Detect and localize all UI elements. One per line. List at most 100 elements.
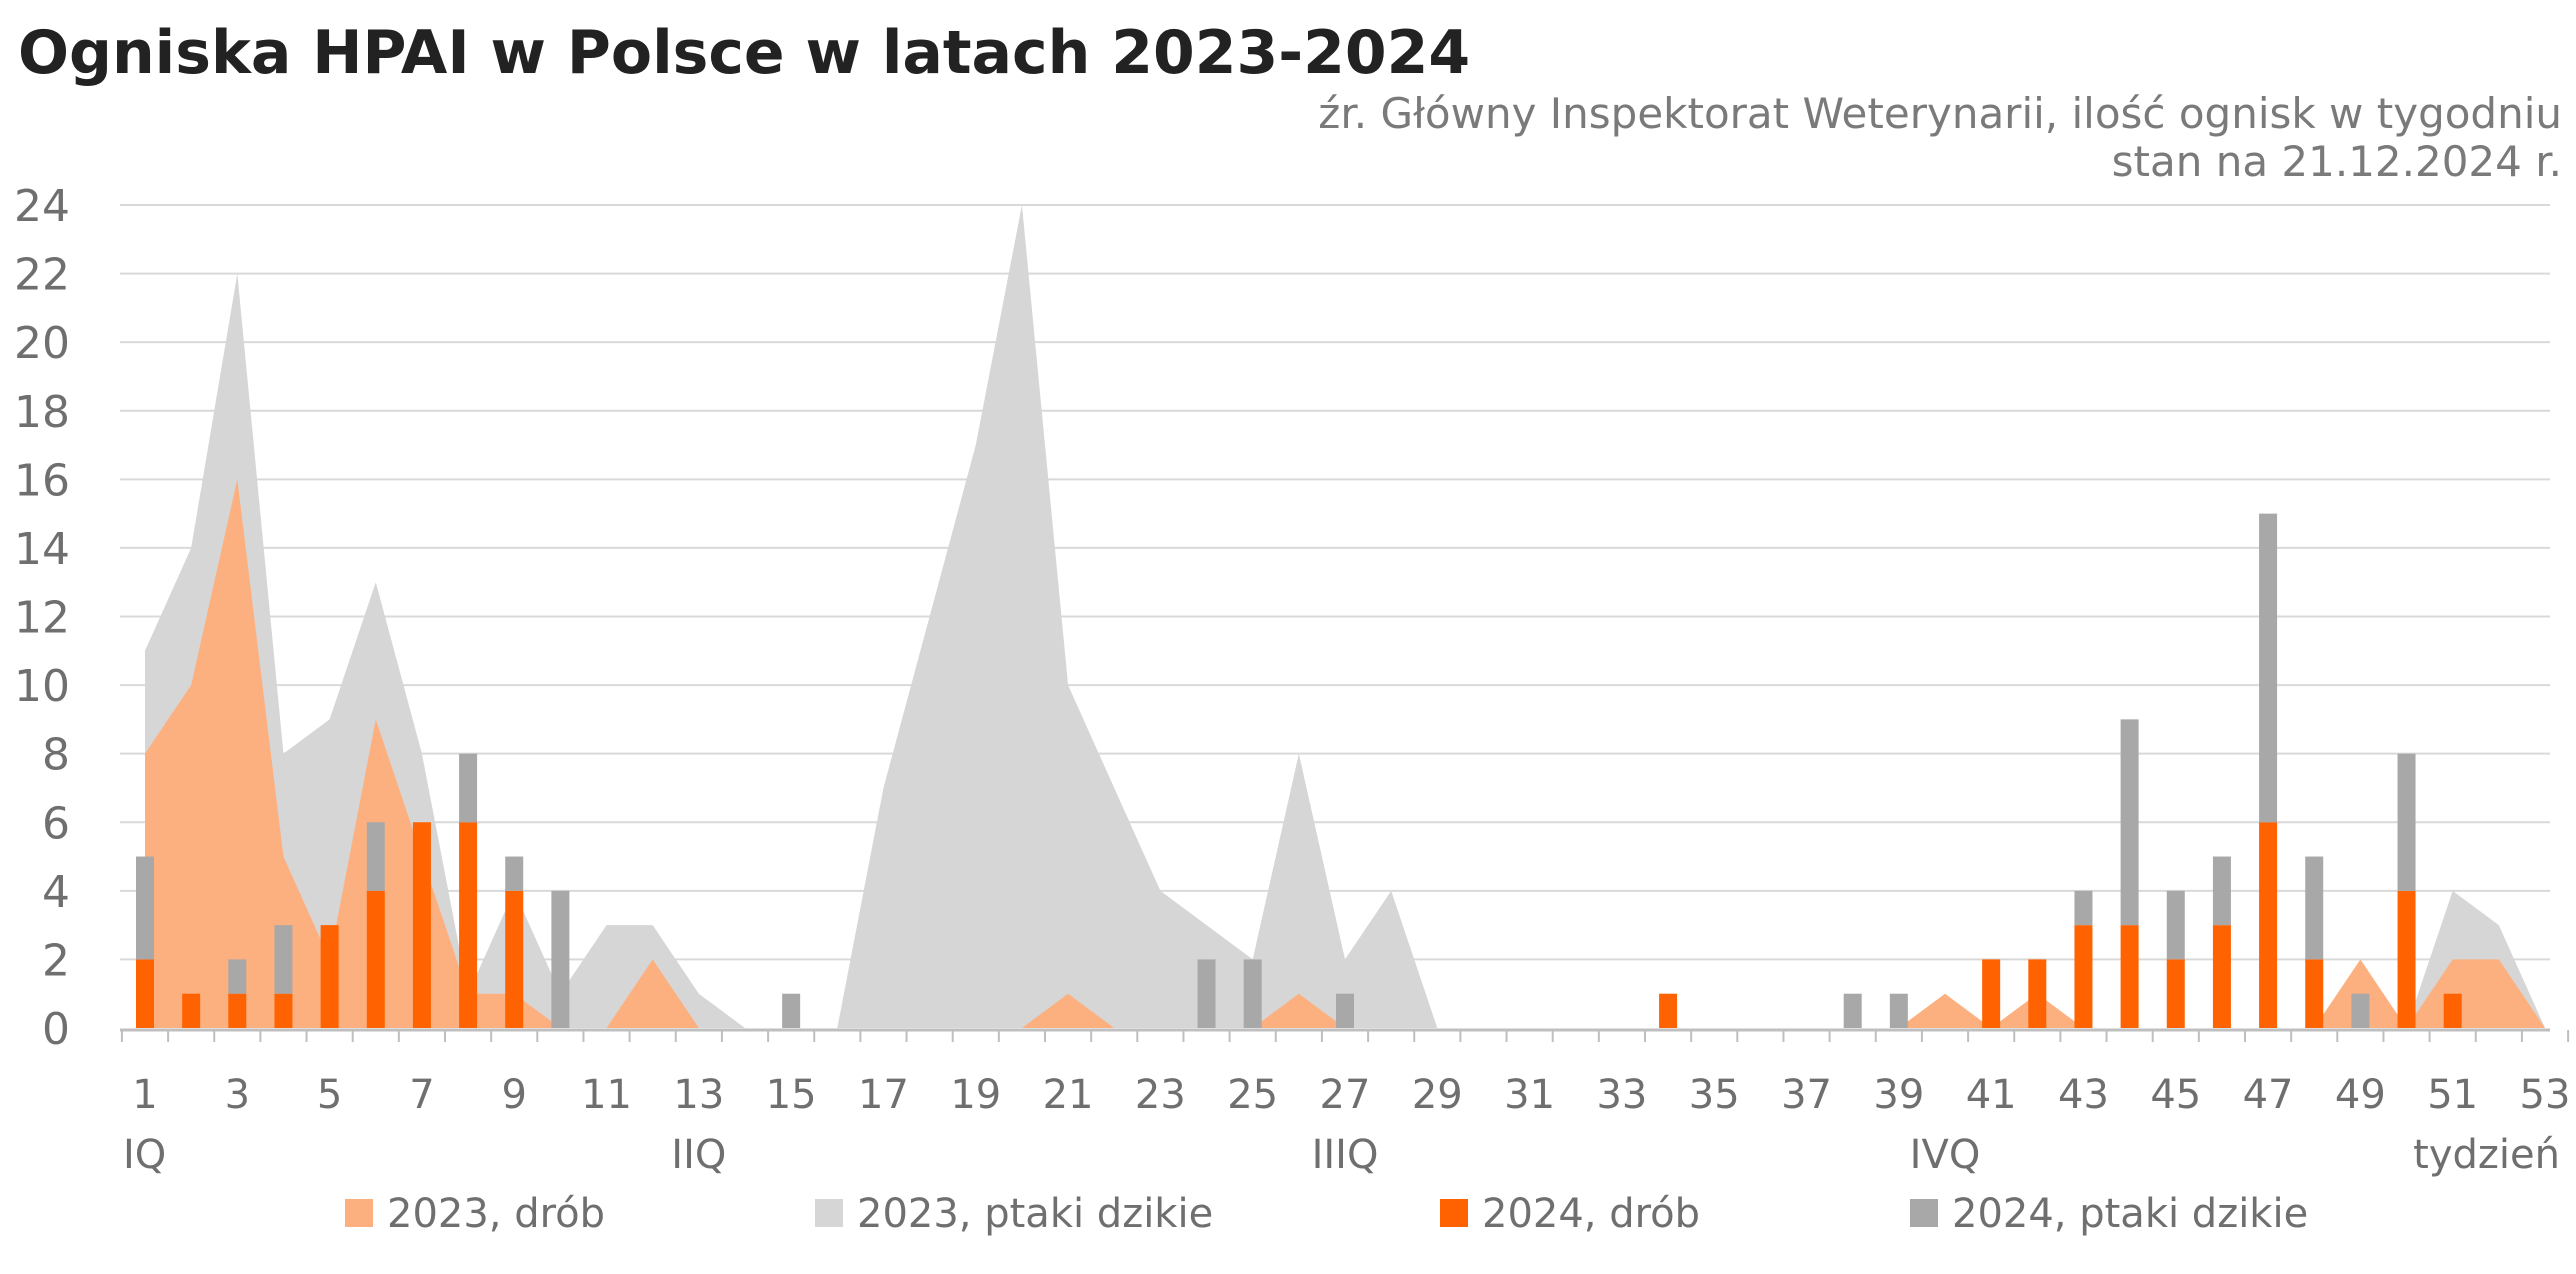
bar-2024-drob: [2074, 925, 2093, 1028]
y-tick-label: 22: [14, 250, 70, 301]
bar-2024-ptaki-dzikie: [2351, 993, 2370, 1028]
bar-2024-ptaki-dzikie: [1336, 993, 1354, 1028]
source-line-2: stan na 21.12.2024 r.: [2111, 137, 2562, 186]
legend-swatch: [1910, 1199, 1938, 1227]
legend-label: 2024, ptaki dzikie: [1952, 1191, 2308, 1237]
bar-series: [136, 513, 2462, 1028]
quarter-label: IVQ: [1910, 1132, 1981, 1178]
bar-2024-ptaki-dzikie: [2074, 890, 2093, 926]
bar-2024-ptaki-dzikie: [2305, 856, 2324, 960]
bar-2024-drob: [182, 993, 201, 1028]
bar-2024-drob: [136, 959, 154, 1028]
bar-2024-ptaki-dzikie: [459, 753, 478, 823]
bar-2024-drob: [2443, 993, 2462, 1028]
bar-2024-drob: [1659, 993, 1678, 1028]
grid-lines: [120, 204, 2550, 961]
y-tick-label: 10: [14, 661, 70, 712]
bar-2024-drob: [459, 822, 478, 1028]
bar-2024-ptaki-dzikie: [551, 890, 570, 1028]
x-tick-label: 33: [1596, 1072, 1647, 1118]
x-axis-label: tydzień: [2413, 1132, 2560, 1178]
x-tick-label: 13: [673, 1072, 724, 1118]
y-tick-label: 18: [14, 387, 70, 438]
legend-label: 2023, drób: [387, 1191, 605, 1237]
bar-2024-ptaki-dzikie: [274, 925, 293, 994]
legend-swatch: [1440, 1199, 1468, 1227]
x-tick-label: 43: [2058, 1072, 2109, 1118]
y-tick-label: 16: [14, 455, 70, 506]
x-tick-label: 29: [1412, 1072, 1463, 1118]
x-tick-label: 23: [1135, 1072, 1186, 1118]
y-tick-label: 20: [14, 318, 70, 369]
y-tick-label: 2: [42, 935, 70, 986]
bar-2024-ptaki-dzikie: [1243, 959, 1262, 1028]
bar-2024-ptaki-dzikie: [2259, 513, 2278, 823]
y-tick-label: 6: [42, 798, 70, 849]
bar-2024-ptaki-dzikie: [366, 822, 385, 891]
legend-swatch: [815, 1199, 843, 1227]
bar-2024-drob: [320, 925, 339, 1028]
y-tick-label: 24: [14, 181, 70, 232]
x-tick-label: 53: [2520, 1072, 2571, 1118]
x-tick-label: 25: [1227, 1072, 1278, 1118]
bar-2024-ptaki-dzikie: [782, 993, 801, 1028]
bar-2024-ptaki-dzikie: [505, 856, 524, 891]
quarter-label: IIIQ: [1312, 1132, 1379, 1178]
bar-2024-ptaki-dzikie: [136, 856, 154, 960]
source-line-1: źr. Główny Inspektorat Weterynarii, iloś…: [1318, 89, 2562, 138]
bar-2024-ptaki-dzikie: [2212, 856, 2231, 926]
bar-2024-ptaki-dzikie: [2166, 890, 2185, 960]
x-tick-label: 39: [1873, 1072, 1924, 1118]
y-tick-label: 14: [14, 524, 70, 575]
y-tick-label: 8: [42, 730, 70, 781]
bar-2024-drob: [412, 822, 431, 1028]
x-tick-label: 3: [225, 1072, 250, 1118]
x-tick-label: 7: [409, 1072, 434, 1118]
bar-2024-drob: [1982, 959, 2001, 1028]
bar-2024-ptaki-dzikie: [228, 959, 247, 994]
bar-2024-drob: [2212, 925, 2231, 1028]
bar-2024-drob: [366, 890, 385, 1028]
x-tick-label: 5: [317, 1072, 342, 1118]
bar-2024-ptaki-dzikie: [1197, 959, 1216, 1028]
bar-2024-drob: [2259, 822, 2278, 1028]
x-tick-label: 9: [502, 1072, 527, 1118]
x-tick-label: 49: [2335, 1072, 2386, 1118]
bar-2024-drob: [274, 993, 293, 1028]
x-tick-label: 35: [1689, 1072, 1740, 1118]
legend-label: 2023, ptaki dzikie: [857, 1191, 1213, 1237]
legend-swatch: [345, 1199, 373, 1227]
chart-source-note: źr. Główny Inspektorat Weterynarii, iloś…: [1318, 90, 2562, 186]
x-tick-label: 51: [2427, 1072, 2478, 1118]
x-tick-label: 37: [1781, 1072, 1832, 1118]
x-tick-label: 1: [132, 1072, 157, 1118]
bar-2024-drob: [2397, 890, 2416, 1028]
chart-title: Ogniska HPAI w Polsce w latach 2023-2024: [18, 18, 1471, 88]
quarter-label: IQ: [123, 1132, 166, 1178]
x-tick-label: 11: [581, 1072, 632, 1118]
y-tick-label: 0: [42, 1004, 70, 1055]
bar-2024-drob: [2120, 925, 2139, 1028]
bar-2024-drob: [2166, 959, 2185, 1028]
bar-2024-ptaki-dzikie: [2397, 753, 2416, 891]
x-tick-label: 15: [766, 1072, 817, 1118]
bar-2024-drob: [228, 993, 247, 1028]
bar-2024-drob: [505, 890, 524, 1028]
area-2023-drob: [145, 479, 2545, 1028]
bar-2024-ptaki-dzikie: [1889, 993, 1908, 1028]
x-tick-label: 45: [2150, 1072, 2201, 1118]
area-series: [145, 205, 2545, 1028]
quarter-label: IIQ: [671, 1132, 726, 1178]
x-tick-label: 27: [1320, 1072, 1371, 1118]
y-tick-label: 12: [14, 593, 70, 644]
x-tick-label: 17: [858, 1072, 909, 1118]
y-tick-label: 4: [42, 867, 70, 918]
bar-2024-ptaki-dzikie: [2120, 719, 2139, 926]
bar-2024-ptaki-dzikie: [1843, 993, 1862, 1028]
x-tick-label: 47: [2243, 1072, 2294, 1118]
x-tick-label: 21: [1043, 1072, 1094, 1118]
x-tick-label: 31: [1504, 1072, 1555, 1118]
legend-label: 2024, drób: [1482, 1191, 1700, 1237]
